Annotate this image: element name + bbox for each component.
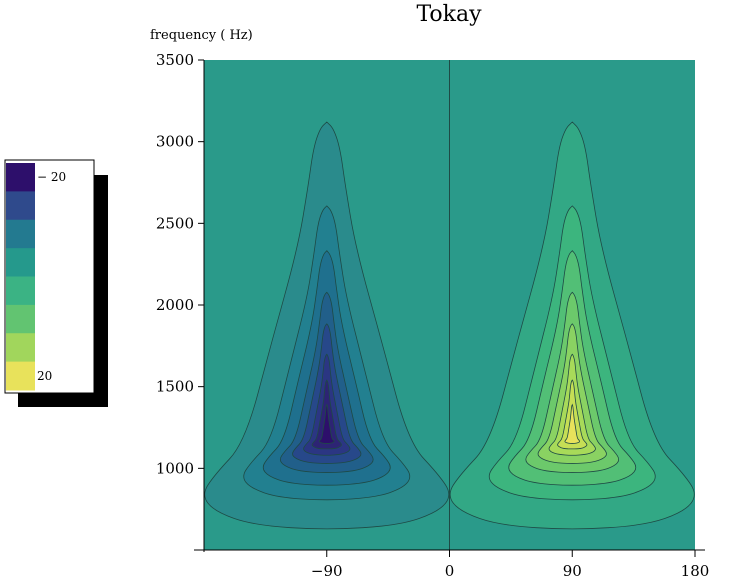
- chart-title: Tokay: [416, 2, 482, 27]
- contour-layer: [204, 121, 695, 530]
- colorbar-swatch: [6, 191, 35, 221]
- y-tick-label: 2000: [156, 296, 194, 314]
- colorbar-label-max: 20: [37, 369, 52, 383]
- colorbar-swatch: [6, 304, 35, 334]
- colorbar-swatch: [6, 248, 35, 278]
- x-tick-label: 0: [445, 562, 455, 580]
- negative-lobe-contour: [319, 403, 335, 444]
- y-ticks: 1000 1500 2000 2500 3000 3500: [156, 51, 204, 477]
- y-tick-label: 1500: [156, 378, 194, 396]
- colorbar-swatches: [6, 163, 35, 391]
- y-axis-label: frequency ( Hz): [150, 28, 253, 43]
- colorbar-swatch: [6, 333, 35, 363]
- x-tick-label: −90: [311, 562, 343, 580]
- x-ticks: −90 0 90 180: [311, 550, 709, 580]
- axes: 1000 1500 2000 2500 3000 3500 −90 0 90 180: [156, 51, 710, 580]
- colorbar-label-min: − 20: [37, 170, 66, 184]
- positive-lobe-contour: [564, 403, 580, 444]
- colorbar-swatch: [6, 219, 35, 249]
- plot-area: [204, 60, 695, 550]
- y-tick-label: 1000: [156, 459, 194, 477]
- colorbar-swatch: [6, 276, 35, 306]
- x-tick-label: 180: [681, 562, 710, 580]
- y-tick-label: 3500: [156, 51, 194, 69]
- colorbar-swatch: [6, 163, 35, 192]
- colorbar: − 20 20: [4, 159, 108, 407]
- y-tick-label: 3000: [156, 133, 194, 151]
- y-tick-label: 2500: [156, 214, 194, 232]
- x-tick-label: 90: [563, 562, 582, 580]
- colorbar-swatch: [6, 361, 35, 391]
